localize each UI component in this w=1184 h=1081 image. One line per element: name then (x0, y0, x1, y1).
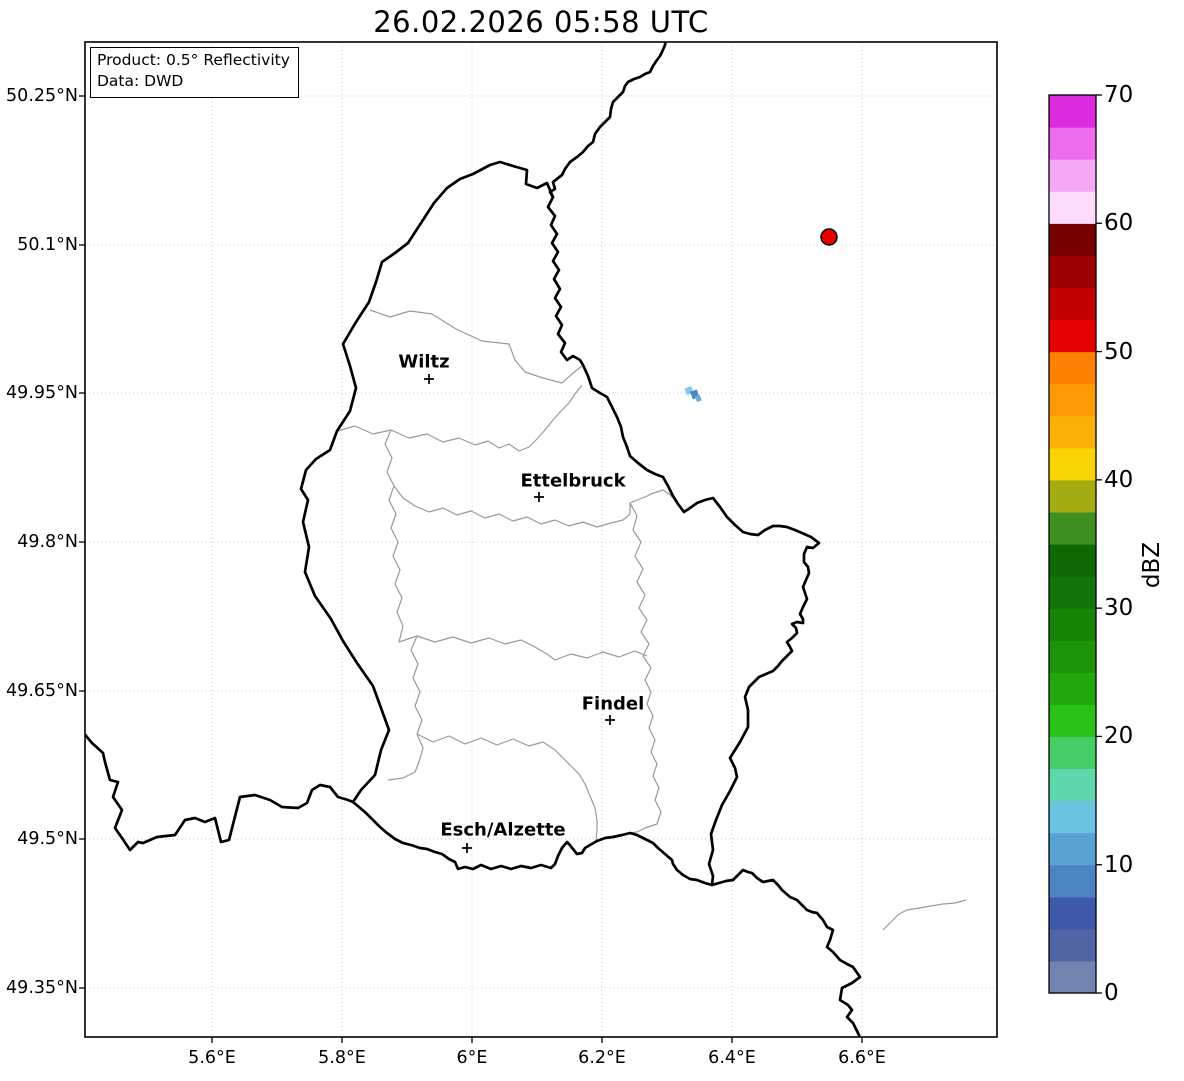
colorbar-segment (1049, 415, 1096, 449)
city-label-esch-alzette: Esch/Alzette (440, 819, 566, 841)
colorbar-segment (1049, 95, 1096, 128)
colorbar-unit-label: dBZ (1139, 541, 1165, 589)
canton-grevenmacher-w (629, 502, 662, 834)
colorbar-segment (1049, 576, 1096, 609)
city-plus-marker (605, 715, 615, 725)
canton-mersch-s (398, 635, 648, 661)
map-layer (85, 42, 967, 1037)
colorbar-segment (1049, 928, 1096, 962)
colorbar-segment (1049, 832, 1096, 866)
colorbar-tick-label: 0 (1104, 980, 1119, 1006)
colorbar-segment (1049, 479, 1096, 513)
canton-clervaux-s (369, 309, 583, 384)
product-info-line1: Product: 0.5° Reflectivity (97, 51, 290, 69)
colorbar-tick-label: 10 (1104, 851, 1134, 878)
colorbar-tick-label: 50 (1104, 338, 1134, 365)
canton-diekirch-s (393, 485, 631, 528)
plot-frame (84, 41, 998, 1038)
page-title: 26.02.2026 05:58 UTC (373, 5, 709, 39)
y-tick-label: 49.95°N (6, 383, 78, 403)
colorbar-segment (1049, 255, 1096, 289)
x-tick-label: 5.8°E (318, 1048, 366, 1068)
x-tick-label: 6.6°E (838, 1048, 886, 1068)
colorbar-segment (1049, 287, 1096, 321)
y-tick-label: 49.8°N (17, 532, 78, 552)
colorbar-segment (1049, 896, 1096, 930)
colorbar-segment (1049, 191, 1096, 224)
canton-wiltz-s (336, 384, 583, 452)
colorbar-tick-label: 30 (1104, 595, 1134, 622)
colorbar-segment (1049, 800, 1096, 834)
y-tick-label: 49.5°N (17, 829, 78, 849)
colorbar-tick-label: 60 (1104, 210, 1134, 237)
colorbar-segment (1049, 127, 1096, 160)
city-label-findel: Findel (581, 693, 645, 715)
city-label-ettelbruck: Ettelbruck (520, 470, 626, 492)
y-tick-label: 50.1°N (17, 235, 78, 255)
colorbar-tick-label: 70 (1104, 82, 1134, 108)
colorbar-segment (1049, 447, 1096, 481)
colorbar-segment (1049, 768, 1096, 802)
colorbar-segment (1049, 960, 1096, 994)
colorbar-segment (1049, 736, 1096, 770)
product-info-box: Product: 0.5° Reflectivity Data: DWD (90, 47, 299, 98)
france-germany-border (710, 868, 862, 1037)
x-tick-label: 6.2°E (578, 1048, 626, 1068)
colorbar-segment (1049, 672, 1096, 705)
colorbar-tick-label: 40 (1104, 466, 1134, 493)
colorbar-tick-label: 20 (1104, 723, 1134, 750)
y-tick-label: 49.65°N (6, 681, 78, 701)
colorbar-outline (1048, 94, 1097, 994)
colorbar-segment (1049, 640, 1096, 673)
colorbar-segment (1049, 223, 1096, 256)
luxembourg-border (299, 160, 821, 887)
colorbar-segment (1049, 544, 1096, 577)
grid-lines (85, 42, 997, 1037)
colorbar-segment (1049, 319, 1096, 353)
city-plus-marker (424, 374, 434, 384)
colorbar (1048, 94, 1102, 994)
city-plus-marker (534, 492, 544, 502)
y-tick-label: 50.25°N (6, 86, 78, 106)
axis-tick-marks (79, 95, 863, 1043)
x-tick-label: 6°E (456, 1048, 488, 1068)
colorbar-segment (1049, 511, 1096, 545)
canton-redange-e (384, 429, 404, 643)
radar-site-marker (820, 228, 838, 246)
x-tick-label: 5.6°E (188, 1048, 236, 1068)
colorbar-segment (1049, 864, 1096, 898)
product-info-line2: Data: DWD (97, 72, 184, 91)
colorbar-segment (1049, 383, 1096, 417)
france-belgium-border (85, 732, 355, 852)
canton-esch-n (416, 733, 598, 841)
city-label-wiltz: Wiltz (398, 351, 450, 373)
city-plus-marker (462, 843, 472, 853)
colorbar-segment (1049, 159, 1096, 192)
belgium-germany-border (548, 42, 667, 199)
colorbar-segment (1049, 608, 1096, 641)
canton-capellen-e (387, 635, 424, 781)
colorbar-segment (1049, 704, 1096, 738)
x-tick-label: 6.4°E (708, 1048, 756, 1068)
y-tick-label: 49.35°N (6, 978, 78, 998)
german-district-line (882, 899, 967, 931)
reflectivity-echo-pixel (694, 394, 702, 403)
colorbar-segment (1049, 351, 1096, 385)
